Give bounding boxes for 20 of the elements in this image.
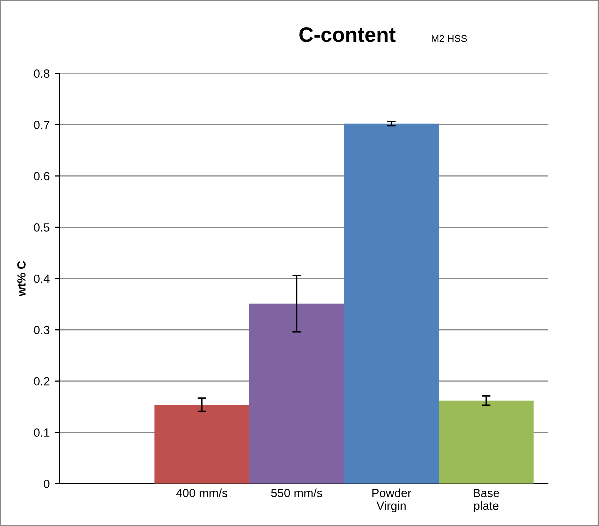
x-tick-label: 400 mm/s	[176, 488, 228, 498]
y-tick-label: 0.5	[34, 224, 50, 232]
y-tick-label: 0.4	[34, 274, 50, 284]
y-tick-label: 0.1	[34, 428, 50, 438]
y-tick-label: 0.8	[34, 70, 50, 78]
chart-title: C-content	[300, 28, 396, 42]
y-axis-title: wt% C	[18, 261, 26, 297]
chart-subtitle: M2 HSS	[432, 35, 468, 42]
y-tick-label: 0.2	[34, 377, 50, 386]
bar	[344, 124, 440, 484]
y-tick-label: 0	[44, 480, 50, 488]
y-tick-label: 0.3	[34, 326, 50, 334]
x-tick-label: Powder Virgin	[372, 488, 412, 512]
bar	[439, 400, 534, 484]
x-tick-label: Base plate	[474, 489, 500, 512]
y-tick-label: 0.6	[34, 172, 50, 181]
y-tick-label: 0.7	[34, 120, 50, 130]
bar	[154, 404, 250, 484]
bar	[249, 304, 344, 484]
x-tick-label: 550 mm/s	[271, 488, 322, 498]
